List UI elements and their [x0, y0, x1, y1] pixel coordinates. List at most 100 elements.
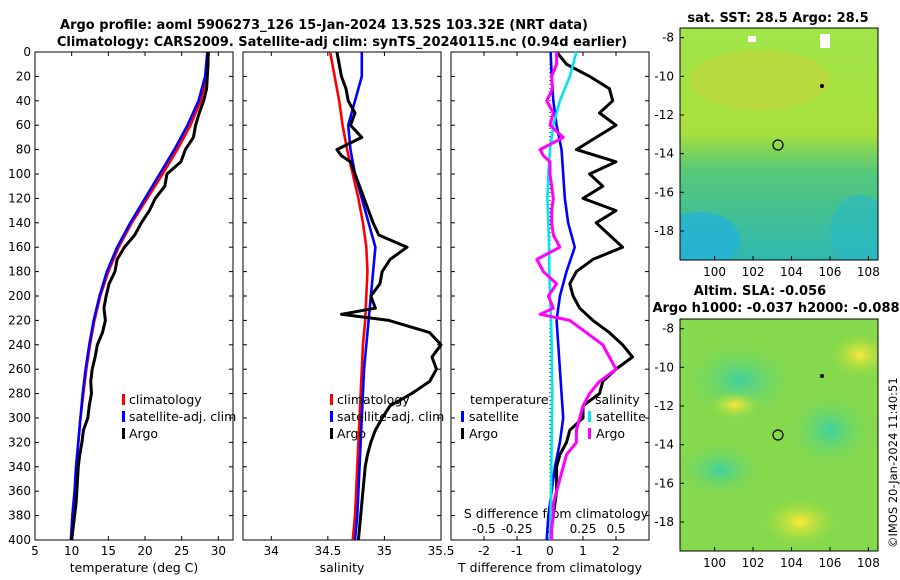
legend-swatch: [330, 394, 333, 405]
sla-map-subtitle: Argo h1000: -0.037 h2000: -0.088: [652, 301, 899, 316]
x-tick-label: -1: [511, 544, 523, 558]
legend-swatch: [330, 428, 333, 439]
sst-cool-patch-2: [830, 195, 878, 260]
y-tick-label: 340: [8, 460, 31, 474]
map-x-tick-label: 108: [857, 265, 880, 279]
y-tick-label: 80: [16, 143, 31, 157]
temperature-panel: 0 20 40 60 80 100 120 140 160 180 200 220 240 260 280 3…: [8, 45, 236, 575]
sla-low-3: [680, 440, 765, 500]
y-tick-label: 40: [16, 94, 31, 108]
x-tick-label: 5: [31, 544, 39, 558]
y-tick-label: 180: [8, 265, 31, 279]
x-tick-label: 25: [174, 544, 189, 558]
sst-map-frame: [679, 27, 879, 261]
map-x-tick-label: 106: [818, 265, 841, 279]
map-y-tick-label: -14: [654, 147, 674, 161]
y-tick-label: 360: [8, 484, 31, 498]
x-axis-label: T difference from climatology: [457, 560, 643, 575]
y-tick-label: 120: [8, 191, 31, 205]
x-axis-label: temperature (deg C): [70, 560, 199, 575]
x-tick-label: 0: [546, 544, 554, 558]
map-y-tick-label: -10: [654, 360, 674, 374]
map-y-tick-label: -16: [654, 185, 674, 199]
legend-label: climatology: [129, 392, 202, 407]
x-tick-label: 10: [64, 544, 79, 558]
y-tick-label: 300: [8, 411, 31, 425]
y-tick-label: 100: [8, 167, 31, 181]
sla-high-3: [830, 333, 878, 377]
map-x-tick-label: 108: [857, 556, 880, 570]
legend-label: Argo: [129, 426, 158, 441]
sla-high-2: [709, 391, 761, 419]
map-x-tick-label: 102: [742, 265, 765, 279]
sst-map-title: sat. SST: 28.5 Argo: 28.5: [687, 11, 868, 26]
map-y-tick-label: -16: [654, 476, 674, 490]
legend-label: satellite: [596, 409, 646, 424]
legend-label: Argo: [596, 426, 625, 441]
s-diff-axis-label: S difference from climatology: [464, 506, 649, 521]
series-line-t-argo: [548, 51, 634, 541]
legend-swatch: [588, 428, 591, 439]
map-y-tick-label: -8: [662, 31, 674, 45]
island-dot: [820, 84, 824, 88]
title-line1: Argo profile: aoml 5906273_126 15-Jan-20…: [60, 18, 588, 33]
map-y-tick-label: -10: [654, 69, 674, 83]
sst-cool-patch: [680, 212, 740, 260]
y-tick-label: 240: [8, 338, 31, 352]
map-y-tick-label: -12: [654, 399, 674, 413]
map-x-tick-label: 102: [742, 556, 765, 570]
series-line-argo: [335, 51, 443, 541]
sst-cloud-gap: [820, 34, 830, 48]
sst-cloud-gap-2: [748, 36, 756, 42]
x-tick-label: 1: [579, 544, 587, 558]
y-tick-label: 400: [8, 533, 31, 547]
map-y-tick-label: -12: [654, 108, 674, 122]
legend-label: satellite: [469, 409, 519, 424]
legend-title-salinity: salinity: [595, 392, 640, 407]
map-x-tick-label: 100: [703, 265, 726, 279]
x-tick-label: -2: [478, 544, 490, 558]
series-line-satellite-adj.-clim: [69, 51, 209, 541]
legend-swatch: [588, 411, 591, 422]
sla-map: Altim. SLA: -0.056 Argo h1000: -0.037 h2…: [652, 284, 899, 570]
legend-label: climatology: [337, 392, 410, 407]
legend-swatch: [461, 411, 464, 422]
x-axis-label: salinity: [320, 560, 365, 575]
series-line-climatology: [328, 51, 369, 541]
y-tick-label: 0: [23, 45, 31, 59]
y-tick-label: 380: [8, 509, 31, 523]
x-tick-label: 15: [101, 544, 116, 558]
map-y-tick-label: -8: [662, 322, 674, 336]
sla-high-1: [762, 498, 838, 546]
legend-swatch: [122, 428, 125, 439]
y-tick-label: 60: [16, 118, 31, 132]
y-tick-label: 160: [8, 240, 31, 254]
map-y-tick-label: -14: [654, 438, 674, 452]
series-line-argo: [70, 52, 210, 541]
legend-label: Argo: [337, 426, 366, 441]
y-tick-label: 200: [8, 289, 31, 303]
x-tick-label: 34.5: [314, 544, 341, 558]
y-tick-label: 20: [16, 69, 31, 83]
x-tick-label: 35: [377, 544, 392, 558]
legend-swatch: [122, 394, 125, 405]
sla-map-title: Altim. SLA: -0.056: [694, 284, 826, 299]
legend-label: satellite-adj. clim: [337, 409, 444, 424]
legend-swatch: [461, 428, 464, 439]
sla-low-2: [785, 390, 875, 470]
x-tick-label: 20: [137, 544, 152, 558]
y-tick-label: 220: [8, 313, 31, 327]
copyright-timestamp: ©IMOS 20-Jan-2024 11:40:51: [886, 377, 900, 548]
axes-frame: [34, 51, 234, 541]
x-tick-label: 30: [211, 544, 226, 558]
sla-map-frame: [679, 318, 879, 552]
legend-swatch: [330, 411, 333, 422]
map-x-tick-label: 104: [780, 556, 803, 570]
s-diff-tick-label: -0.25: [501, 522, 532, 536]
legend-swatch: [122, 411, 125, 422]
s-diff-tick-label: -0.5: [472, 522, 495, 536]
map-x-tick-label: 100: [703, 556, 726, 570]
y-tick-label: 140: [8, 216, 31, 230]
sst-warm-patch: [690, 50, 830, 110]
